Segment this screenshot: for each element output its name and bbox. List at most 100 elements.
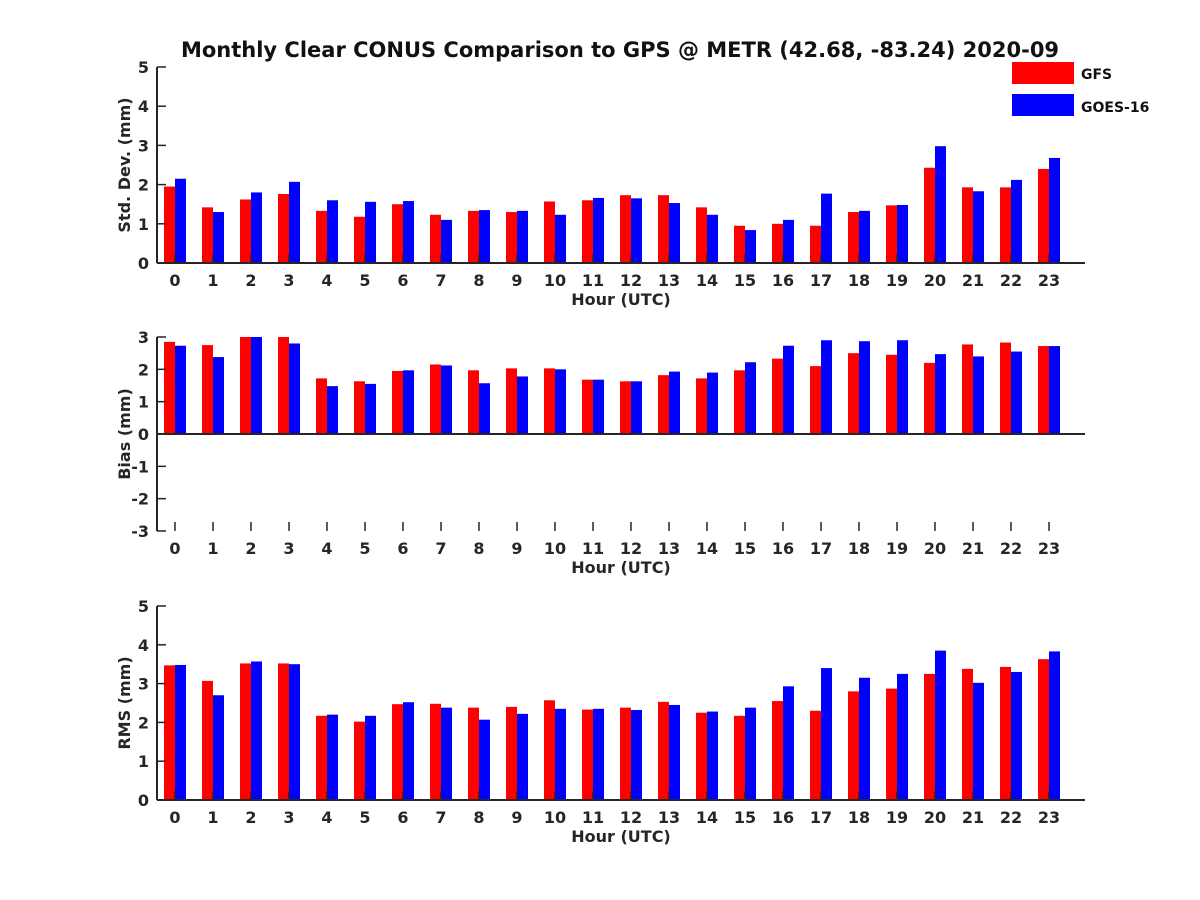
std-dev-bar-gfs-16 [772, 223, 783, 263]
std-dev-x-axis-label: Hour (UTC) [571, 290, 671, 309]
bias-x-tick-label: 2 [245, 539, 256, 558]
std-dev-bar-gfs-8 [468, 210, 479, 263]
std-dev-bar-gfs-21 [962, 187, 973, 263]
bias-bar-gfs-8 [468, 370, 479, 434]
std-dev-bar-gfs-17 [810, 225, 821, 263]
std-dev-bar-goes16-23 [1049, 157, 1060, 263]
bias-x-tick-label: 6 [397, 539, 408, 558]
std-dev-x-tick-label: 18 [848, 271, 870, 290]
bias-bar-gfs-5 [354, 381, 365, 434]
bias-x-tick-label: 11 [582, 539, 604, 558]
rms-bar-gfs-17 [810, 710, 821, 800]
rms-x-tick-label: 21 [962, 808, 984, 827]
rms-bar-gfs-0 [164, 665, 175, 800]
std-dev-x-tick-label: 21 [962, 271, 984, 290]
std-dev-x-tick-label: 17 [810, 271, 832, 290]
rms-bar-goes16-2 [251, 661, 262, 800]
std-dev-bar-goes16-7 [441, 219, 452, 263]
rms-x-tick-label: 18 [848, 808, 870, 827]
rms-bar-goes16-17 [821, 668, 832, 800]
rms-bar-gfs-4 [316, 715, 327, 800]
bias-bar-goes16-11 [593, 379, 604, 434]
std-dev-x-tick-label: 9 [511, 271, 522, 290]
bias-bar-gfs-17 [810, 366, 821, 434]
bias-x-tick-label: 0 [169, 539, 180, 558]
std-dev-y-tick-label: 0 [138, 254, 149, 273]
bias-bar-gfs-11 [582, 379, 593, 434]
rms-bar-gfs-15 [734, 715, 745, 800]
bias-y-tick-label: 3 [138, 328, 149, 347]
rms-y-tick-label: 2 [138, 713, 149, 732]
std-dev-bar-goes16-13 [669, 203, 680, 263]
bias-bar-gfs-15 [734, 370, 745, 434]
chart-title: Monthly Clear CONUS Comparison to GPS @ … [181, 38, 1059, 62]
bias-x-tick-label: 19 [886, 539, 908, 558]
std-dev-bar-gfs-10 [544, 201, 555, 263]
bias-bar-goes16-2 [251, 337, 262, 434]
rms-bar-goes16-0 [175, 664, 186, 800]
rms-x-tick-label: 23 [1038, 808, 1060, 827]
bias-bar-goes16-19 [897, 340, 908, 434]
bias-x-tick-label: 17 [810, 539, 832, 558]
rms-x-tick-label: 17 [810, 808, 832, 827]
bias-y-axis-label: Bias (mm) [115, 388, 134, 480]
rms-x-tick-label: 12 [620, 808, 642, 827]
rms-bar-goes16-18 [859, 677, 870, 800]
std-dev-bar-goes16-14 [707, 214, 718, 263]
rms-bar-gfs-8 [468, 707, 479, 800]
rms-y-tick-label: 3 [138, 675, 149, 694]
std-dev-x-tick-label: 3 [283, 271, 294, 290]
rms-bar-gfs-9 [506, 706, 517, 800]
rms-bar-goes16-14 [707, 711, 718, 800]
rms-bar-gfs-3 [278, 663, 289, 800]
rms-bar-gfs-23 [1038, 659, 1049, 800]
rms-bar-goes16-10 [555, 708, 566, 800]
bias-y-tick-label: 1 [138, 393, 149, 412]
std-dev-bar-goes16-2 [251, 192, 262, 263]
rms-bar-gfs-1 [202, 680, 213, 800]
rms-x-tick-label: 13 [658, 808, 680, 827]
std-dev-bar-goes16-12 [631, 198, 642, 263]
rms-x-tick-label: 8 [473, 808, 484, 827]
bias-y-tick-label: 2 [138, 360, 149, 379]
rms-bar-goes16-19 [897, 673, 908, 800]
std-dev-x-tick-label: 14 [696, 271, 718, 290]
rms-bar-goes16-8 [479, 719, 490, 800]
std-dev-x-tick-label: 5 [359, 271, 370, 290]
rms-bar-goes16-5 [365, 715, 376, 800]
legend-label-goes16: GOES-16 [1081, 100, 1149, 116]
legend-swatch-gfs [1012, 62, 1074, 84]
bias-bar-goes16-15 [745, 362, 756, 434]
rms-bar-gfs-11 [582, 709, 593, 800]
std-dev-bar-goes16-16 [783, 219, 794, 263]
rms-y-tick-label: 1 [138, 752, 149, 771]
bias-bar-goes16-6 [403, 370, 414, 434]
rms-bar-goes16-3 [289, 664, 300, 800]
rms-x-tick-label: 14 [696, 808, 718, 827]
bias-bar-gfs-18 [848, 353, 859, 434]
bias-bar-goes16-7 [441, 365, 452, 434]
std-dev-bar-goes16-19 [897, 204, 908, 263]
bias-x-tick-label: 9 [511, 539, 522, 558]
rms-bar-goes16-11 [593, 708, 604, 800]
std-dev-x-tick-label: 15 [734, 271, 756, 290]
rms-bar-gfs-10 [544, 700, 555, 800]
rms-x-tick-label: 2 [245, 808, 256, 827]
std-dev-x-tick-label: 23 [1038, 271, 1060, 290]
rms-bar-goes16-21 [973, 682, 984, 800]
std-dev-x-tick-label: 0 [169, 271, 180, 290]
bias-x-tick-label: 4 [321, 539, 332, 558]
bias-x-tick-label: 1 [207, 539, 218, 558]
bias-bar-goes16-13 [669, 371, 680, 434]
std-dev-bar-gfs-1 [202, 207, 213, 263]
rms-bar-goes16-1 [213, 695, 224, 800]
bias-bar-gfs-21 [962, 344, 973, 434]
std-dev-bar-goes16-1 [213, 212, 224, 263]
bias-bar-gfs-0 [164, 341, 175, 434]
bias-bar-gfs-7 [430, 364, 441, 434]
bias-x-tick-label: 22 [1000, 539, 1022, 558]
std-dev-x-tick-label: 1 [207, 271, 218, 290]
rms-bar-gfs-7 [430, 703, 441, 800]
std-dev-bar-gfs-18 [848, 212, 859, 263]
